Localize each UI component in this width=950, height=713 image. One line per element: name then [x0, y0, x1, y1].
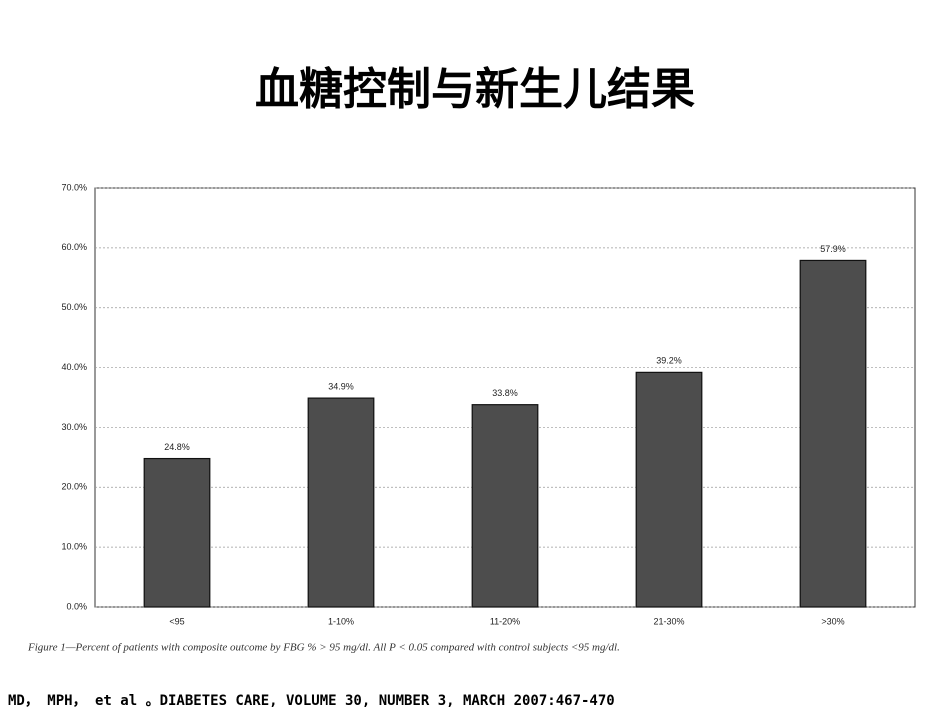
y-tick-label: 0.0% [66, 601, 87, 611]
value-label: 39.2% [656, 356, 682, 366]
y-tick-label: 70.0% [61, 182, 87, 192]
figure-caption: Figure 1—Percent of patients with compos… [27, 642, 620, 654]
x-tick-label: 21-30% [653, 616, 684, 626]
value-label: 57.9% [820, 244, 846, 254]
x-tick-label: >30% [821, 616, 844, 626]
y-tick-label: 10.0% [61, 542, 87, 552]
y-tick-label: 30.0% [61, 422, 87, 432]
slide-title: 血糖控制与新生儿结果 [255, 64, 695, 115]
x-tick-label: 11-20% [490, 616, 520, 626]
bar [143, 457, 211, 608]
bar [799, 259, 867, 608]
bar [307, 397, 375, 608]
source-citation: MD， MPH， et al 。DIABETES CARE, VOLUME 30… [8, 693, 615, 709]
value-label: 24.8% [164, 442, 190, 452]
x-tick-label: <95 [169, 616, 184, 626]
y-tick-label: 20.0% [61, 482, 87, 492]
bar [635, 371, 703, 608]
y-tick-label: 60.0% [61, 242, 87, 252]
value-label: 33.8% [492, 388, 518, 398]
bar [471, 404, 539, 608]
x-tick-label: 1-10% [328, 616, 354, 626]
y-tick-label: 50.0% [61, 302, 87, 312]
y-tick-label: 40.0% [61, 362, 87, 372]
value-label: 34.9% [328, 381, 354, 391]
